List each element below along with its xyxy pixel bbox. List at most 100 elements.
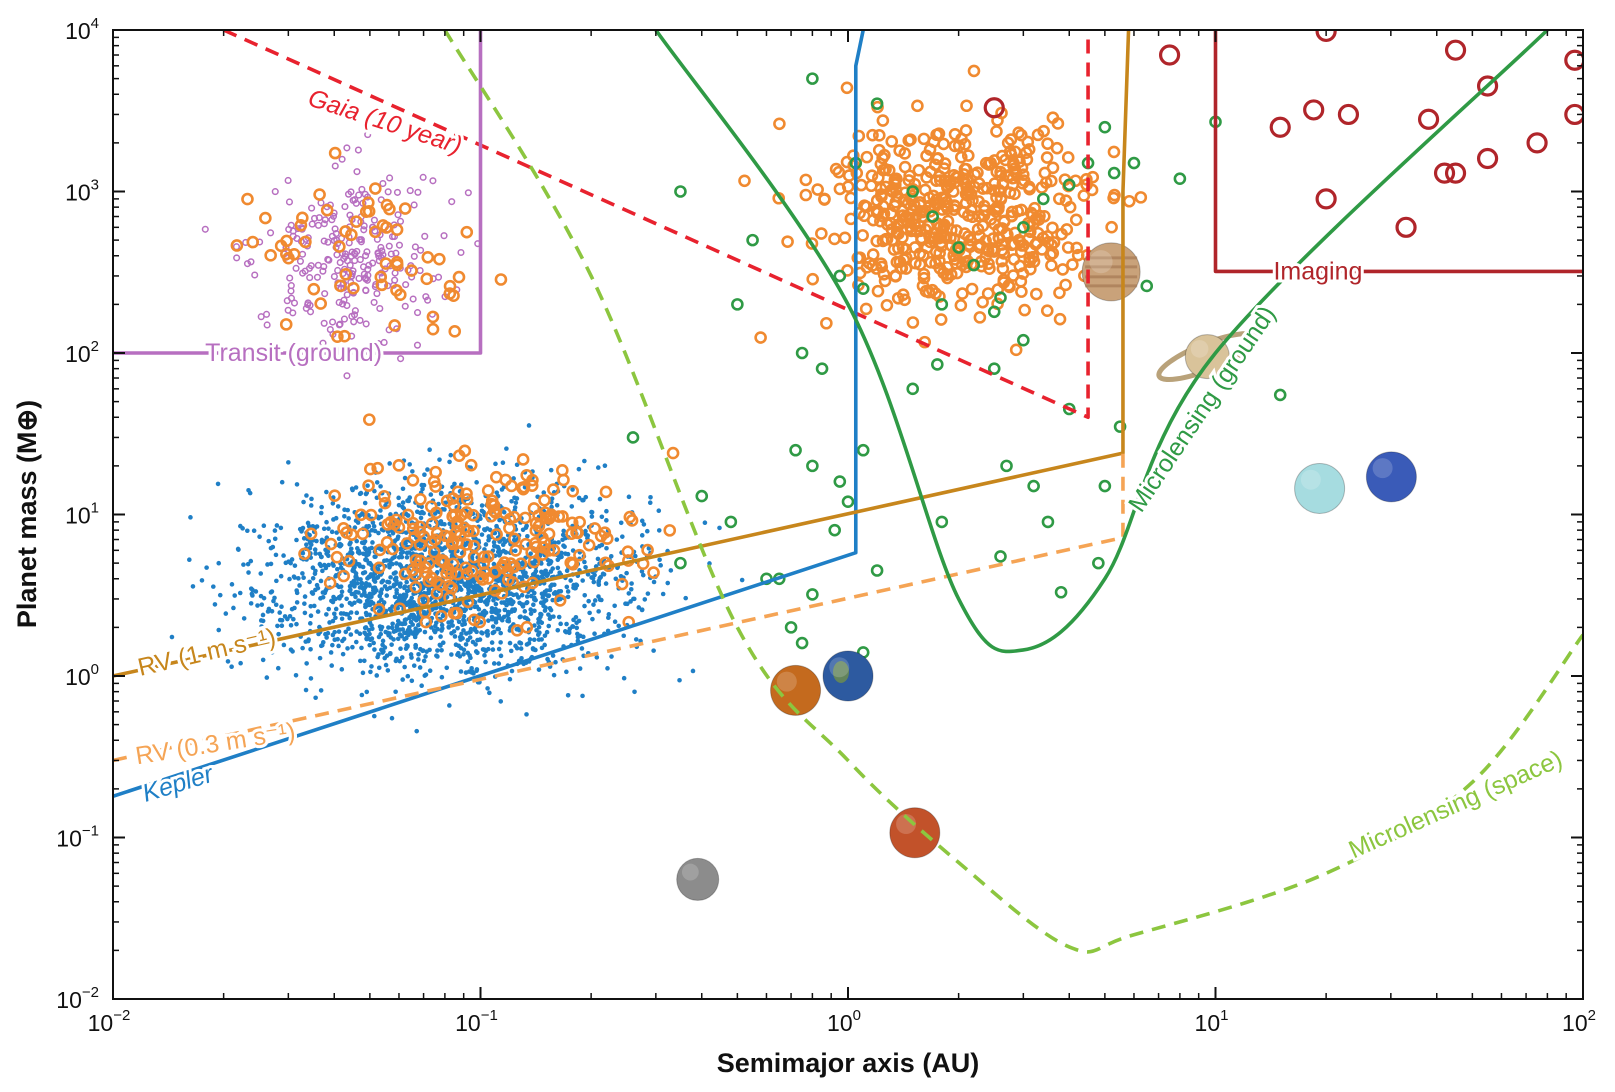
rv-point: [954, 299, 968, 312]
kepler-point: [329, 663, 335, 668]
transit-ground-point: [387, 250, 395, 258]
rv-point: [1012, 126, 1025, 139]
transit-ground-point: [328, 232, 336, 240]
transit-ground-point: [370, 298, 378, 306]
kepler-point: [333, 515, 339, 521]
kepler-point: [359, 645, 364, 651]
rv-point: [805, 237, 819, 250]
kepler-point: [620, 534, 625, 539]
rv-point: [875, 188, 888, 201]
kepler-point: [485, 646, 491, 652]
rv-point: [1009, 343, 1023, 357]
kepler-point: [606, 615, 611, 621]
microlensing-point: [906, 382, 920, 396]
kepler-point: [435, 648, 440, 653]
kepler-point: [557, 596, 563, 602]
kepler-point: [215, 481, 221, 487]
kepler-point: [532, 595, 537, 601]
kepler-point: [461, 628, 466, 633]
kepler-point: [594, 655, 600, 660]
kepler-point: [484, 602, 490, 607]
kepler-point: [493, 620, 499, 625]
kepler-point: [383, 503, 388, 508]
kepler-point: [545, 656, 550, 662]
y-tick-exponent: 1: [91, 500, 99, 517]
rv-point: [878, 274, 892, 288]
kepler-point: [449, 652, 454, 657]
kepler-point: [491, 561, 497, 567]
kepler-point: [447, 703, 452, 708]
kepler-point: [473, 642, 478, 647]
kepler-point: [597, 496, 603, 502]
kepler-point: [586, 598, 591, 604]
rv-point: [435, 609, 448, 623]
rv-point: [460, 225, 474, 239]
kepler-point: [492, 568, 497, 573]
kepler-point: [545, 571, 551, 577]
kepler-point: [421, 510, 426, 516]
transit-ground-point: [429, 177, 437, 185]
microlensing-point: [1000, 459, 1013, 473]
kepler-point: [248, 558, 254, 564]
rv-point: [1066, 258, 1079, 271]
kepler-point: [384, 593, 390, 598]
rv-point: [323, 576, 337, 590]
kepler-point: [374, 575, 380, 580]
microlensing-point: [674, 185, 687, 198]
kepler-point: [261, 523, 267, 529]
rv-point: [508, 532, 521, 546]
kepler-point: [378, 590, 384, 596]
transit-ground-point: [362, 287, 370, 295]
kepler-point: [651, 648, 656, 653]
rv-point: [909, 256, 922, 270]
kepler-point: [455, 625, 460, 631]
kepler-point: [587, 610, 592, 616]
transit-ground-point: [201, 225, 209, 233]
rv-point: [1024, 262, 1037, 276]
rv-point: [1005, 209, 1018, 223]
rv-point: [920, 149, 933, 163]
kepler-point: [548, 560, 553, 566]
rv-point: [337, 522, 350, 535]
rv-point: [241, 192, 254, 206]
kepler-point: [505, 612, 510, 618]
imaging-point: [1564, 103, 1583, 126]
rv-point: [948, 199, 961, 212]
kepler-point: [656, 508, 662, 514]
rv-point: [840, 81, 854, 95]
rv-point: [1107, 191, 1120, 205]
kepler-point: [490, 616, 495, 622]
kepler-point: [419, 683, 424, 689]
kepler-point: [477, 637, 483, 642]
kepler-point: [388, 635, 394, 640]
kepler-point: [421, 609, 427, 615]
rv-point: [983, 262, 996, 276]
microlensing-point: [833, 475, 847, 488]
kepler-point: [576, 618, 582, 624]
kepler-point: [394, 561, 399, 566]
kepler-point: [272, 595, 277, 601]
kepler-point: [511, 476, 516, 481]
kepler-point: [260, 657, 266, 663]
kepler-point: [307, 579, 312, 585]
kepler-point: [583, 564, 588, 570]
microlensing-point: [967, 258, 981, 272]
rv-point: [547, 483, 560, 496]
kepler-point: [326, 526, 331, 531]
rv-point: [1001, 228, 1014, 242]
kepler-point: [330, 642, 335, 648]
kepler-point: [507, 676, 513, 682]
kepler-point: [302, 601, 307, 606]
x-tick-exponent: −2: [113, 1007, 130, 1024]
kepler-point: [539, 645, 545, 651]
rv-point: [1040, 304, 1054, 318]
microlensing-point: [828, 523, 841, 537]
transit-ground-point: [353, 247, 361, 255]
kepler-point: [438, 491, 444, 497]
kepler-point: [310, 591, 316, 596]
rv-point: [372, 561, 386, 575]
transit-ground-point: [335, 321, 343, 329]
rv-point: [990, 165, 1004, 179]
rv-point: [526, 473, 539, 487]
